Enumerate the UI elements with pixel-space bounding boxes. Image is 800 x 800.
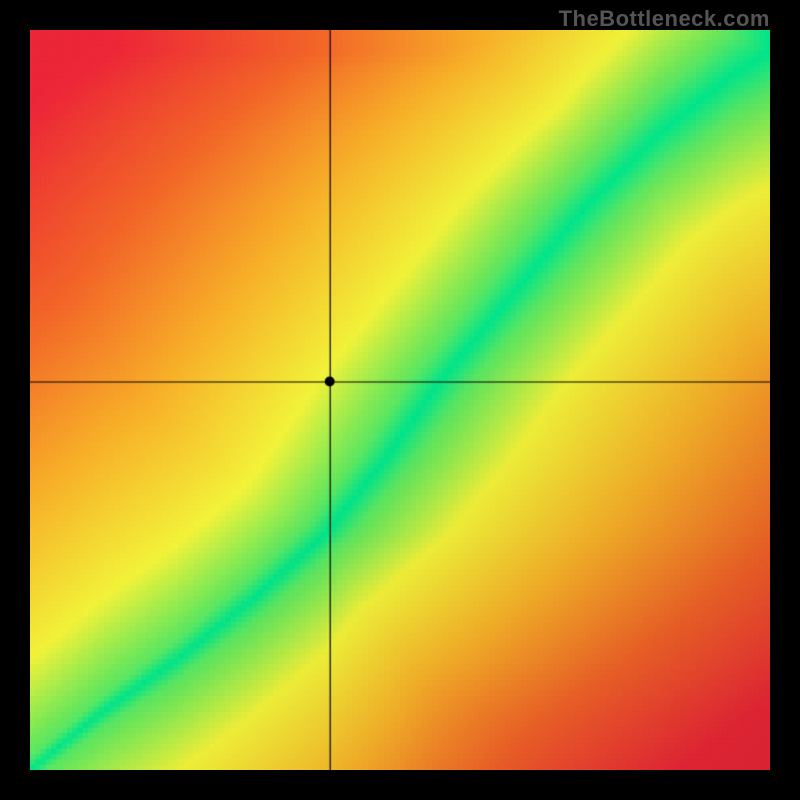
chart-container: TheBottleneck.com <box>0 0 800 800</box>
crosshair-overlay <box>30 30 770 770</box>
watermark-text: TheBottleneck.com <box>559 6 770 32</box>
